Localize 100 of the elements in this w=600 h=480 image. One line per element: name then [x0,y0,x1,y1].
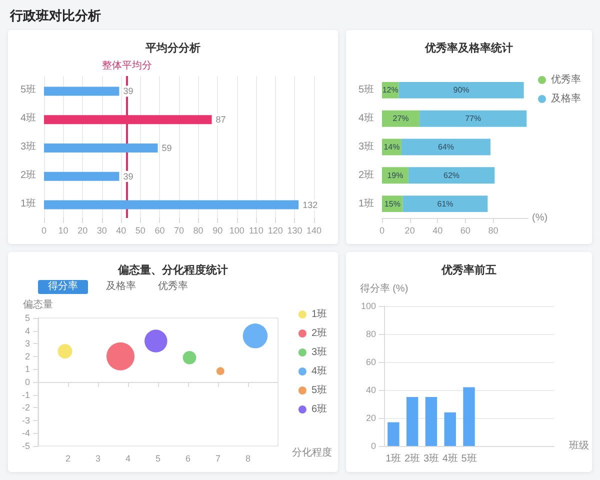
x-tick-label: 10 [58,226,68,236]
x-tick-label: 4班 [442,452,458,464]
data-label: 59 [162,143,172,154]
x-tick-label: 80 [193,226,204,236]
data-label: 39 [123,171,134,182]
x-tick-label: 110 [248,226,264,236]
x-tick-label: 60 [460,226,470,236]
bar [44,200,299,210]
chart-title: 平均分分析 [144,42,200,54]
bar [388,422,400,446]
x-tick-label: 140 [306,226,322,236]
y-tick-label: 1班 [20,197,36,210]
x-tick-label: 40 [116,226,126,236]
y-tick-label: 1 [24,364,30,374]
y-tick-label: 0 [24,377,30,387]
x-tick-label: 120 [268,226,283,236]
y-tick-label: 2班 [358,168,374,181]
data-label: 12% [382,86,398,95]
bar [44,86,120,96]
x-axis-title: 班级 [569,440,589,452]
data-label: 39 [123,86,134,96]
bar [382,110,420,127]
x-tick-label: 100 [229,226,244,236]
x-tick-label: 40 [432,226,443,236]
x-tick-label: 3 [95,454,101,464]
x-tick-label: 5 [155,454,161,464]
y-tick-label: -2 [22,402,30,413]
text: 优秀率 [157,280,189,294]
chart-title: 优秀率前五 [440,264,496,276]
x-tick-label: 90 [212,226,223,236]
legend-label: 4班 [311,365,327,377]
y-tick-label: -4 [22,428,30,438]
y-tick-label: 3班 [358,140,374,152]
x-tick-label: 7 [215,454,221,464]
y-tick-label: 3班 [20,140,36,152]
legend-label: 2班 [311,327,327,339]
x-tick-label: 6 [185,454,191,464]
x-tick-label: 4 [125,454,131,464]
data-label: 19% [387,170,404,180]
legend-label: 5班 [311,384,327,396]
x-tick-label: 3班 [423,452,440,464]
y-axis-title: 偏态量 [23,298,53,310]
data-label: 87 [216,114,226,125]
x-tick-label: 30 [96,226,107,236]
y-axis-title: 得分率 (%) [360,282,408,294]
data-label: 132 [302,200,318,210]
bar [406,397,418,446]
y-tick-label: 5班 [358,84,374,96]
y-tick-label: -3 [22,415,30,426]
x-tick-label: 50 [135,226,146,236]
data-label: 27% [392,114,409,124]
bar [408,167,495,184]
y-tick-label: 1班 [358,197,374,210]
bar [44,172,120,181]
y-tick-label: 40 [366,385,376,395]
data-label: 77% [465,114,482,124]
y-tick-label: 2班 [20,168,36,181]
bar [444,412,456,446]
bar [44,144,158,153]
y-tick-label: 3 [24,338,30,349]
y-tick-label: 5 [24,313,30,323]
text: 行政班对比分析 [10,7,102,25]
x-tick-label: 2班 [404,452,420,464]
x-tick-label: 8 [245,454,251,464]
legend-label: 优秀率 [551,74,581,86]
text: 及格率 [105,280,137,294]
y-tick-label: 5班 [20,84,36,96]
chart-title: 优秀率及格率统计 [424,42,513,54]
legend-label: 及格率 [551,92,581,104]
data-label: 14% [384,142,400,152]
legend-label: 3班 [311,346,327,358]
legend-label: 1班 [311,308,327,320]
y-tick-label: 0 [370,441,376,451]
data-label: 62% [444,170,460,180]
y-tick-label: 4班 [20,112,36,124]
y-tick-label: 60 [366,357,376,367]
x-axis-title: 分化程度 [292,446,332,458]
y-tick-label: 2 [24,351,30,362]
x-axis-title: (%) [532,212,548,224]
y-tick-label: 80 [366,329,376,339]
bar [425,397,438,446]
data-label: 15% [384,199,400,208]
data-label: 90% [453,86,470,95]
ref-line-label: 整体平均分 [102,60,152,72]
bar [402,196,488,212]
tab-button: 得分率 [38,280,88,294]
y-tick-label: 100 [360,301,376,311]
data-label: 61% [437,199,454,208]
y-tick-label: -5 [22,441,30,451]
x-tick-label: 130 [287,226,302,236]
x-tick-label: 60 [154,226,165,236]
data-label: 64% [438,142,454,152]
y-tick-label: 20 [366,413,376,423]
x-tick-label: 70 [174,226,184,236]
bar [420,110,527,127]
x-tick-label: 2 [65,454,71,464]
x-tick-label: 5班 [461,452,477,464]
y-tick-label: 4 [24,326,30,336]
bar [463,387,475,446]
x-tick-label: 20 [404,226,415,236]
